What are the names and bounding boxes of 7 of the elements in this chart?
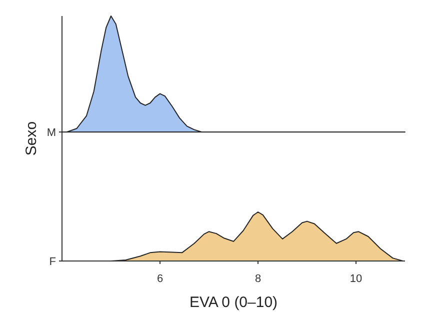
- x-axis-title: EVA 0 (0–10): [189, 294, 278, 311]
- y-axis-title: Sexo: [23, 121, 40, 156]
- series-label: F: [49, 256, 56, 268]
- series-label: M: [46, 126, 56, 139]
- x-tick-label: 6: [156, 273, 164, 285]
- x-tick-label: 10: [350, 273, 362, 285]
- x-tick-label: 8: [254, 273, 262, 285]
